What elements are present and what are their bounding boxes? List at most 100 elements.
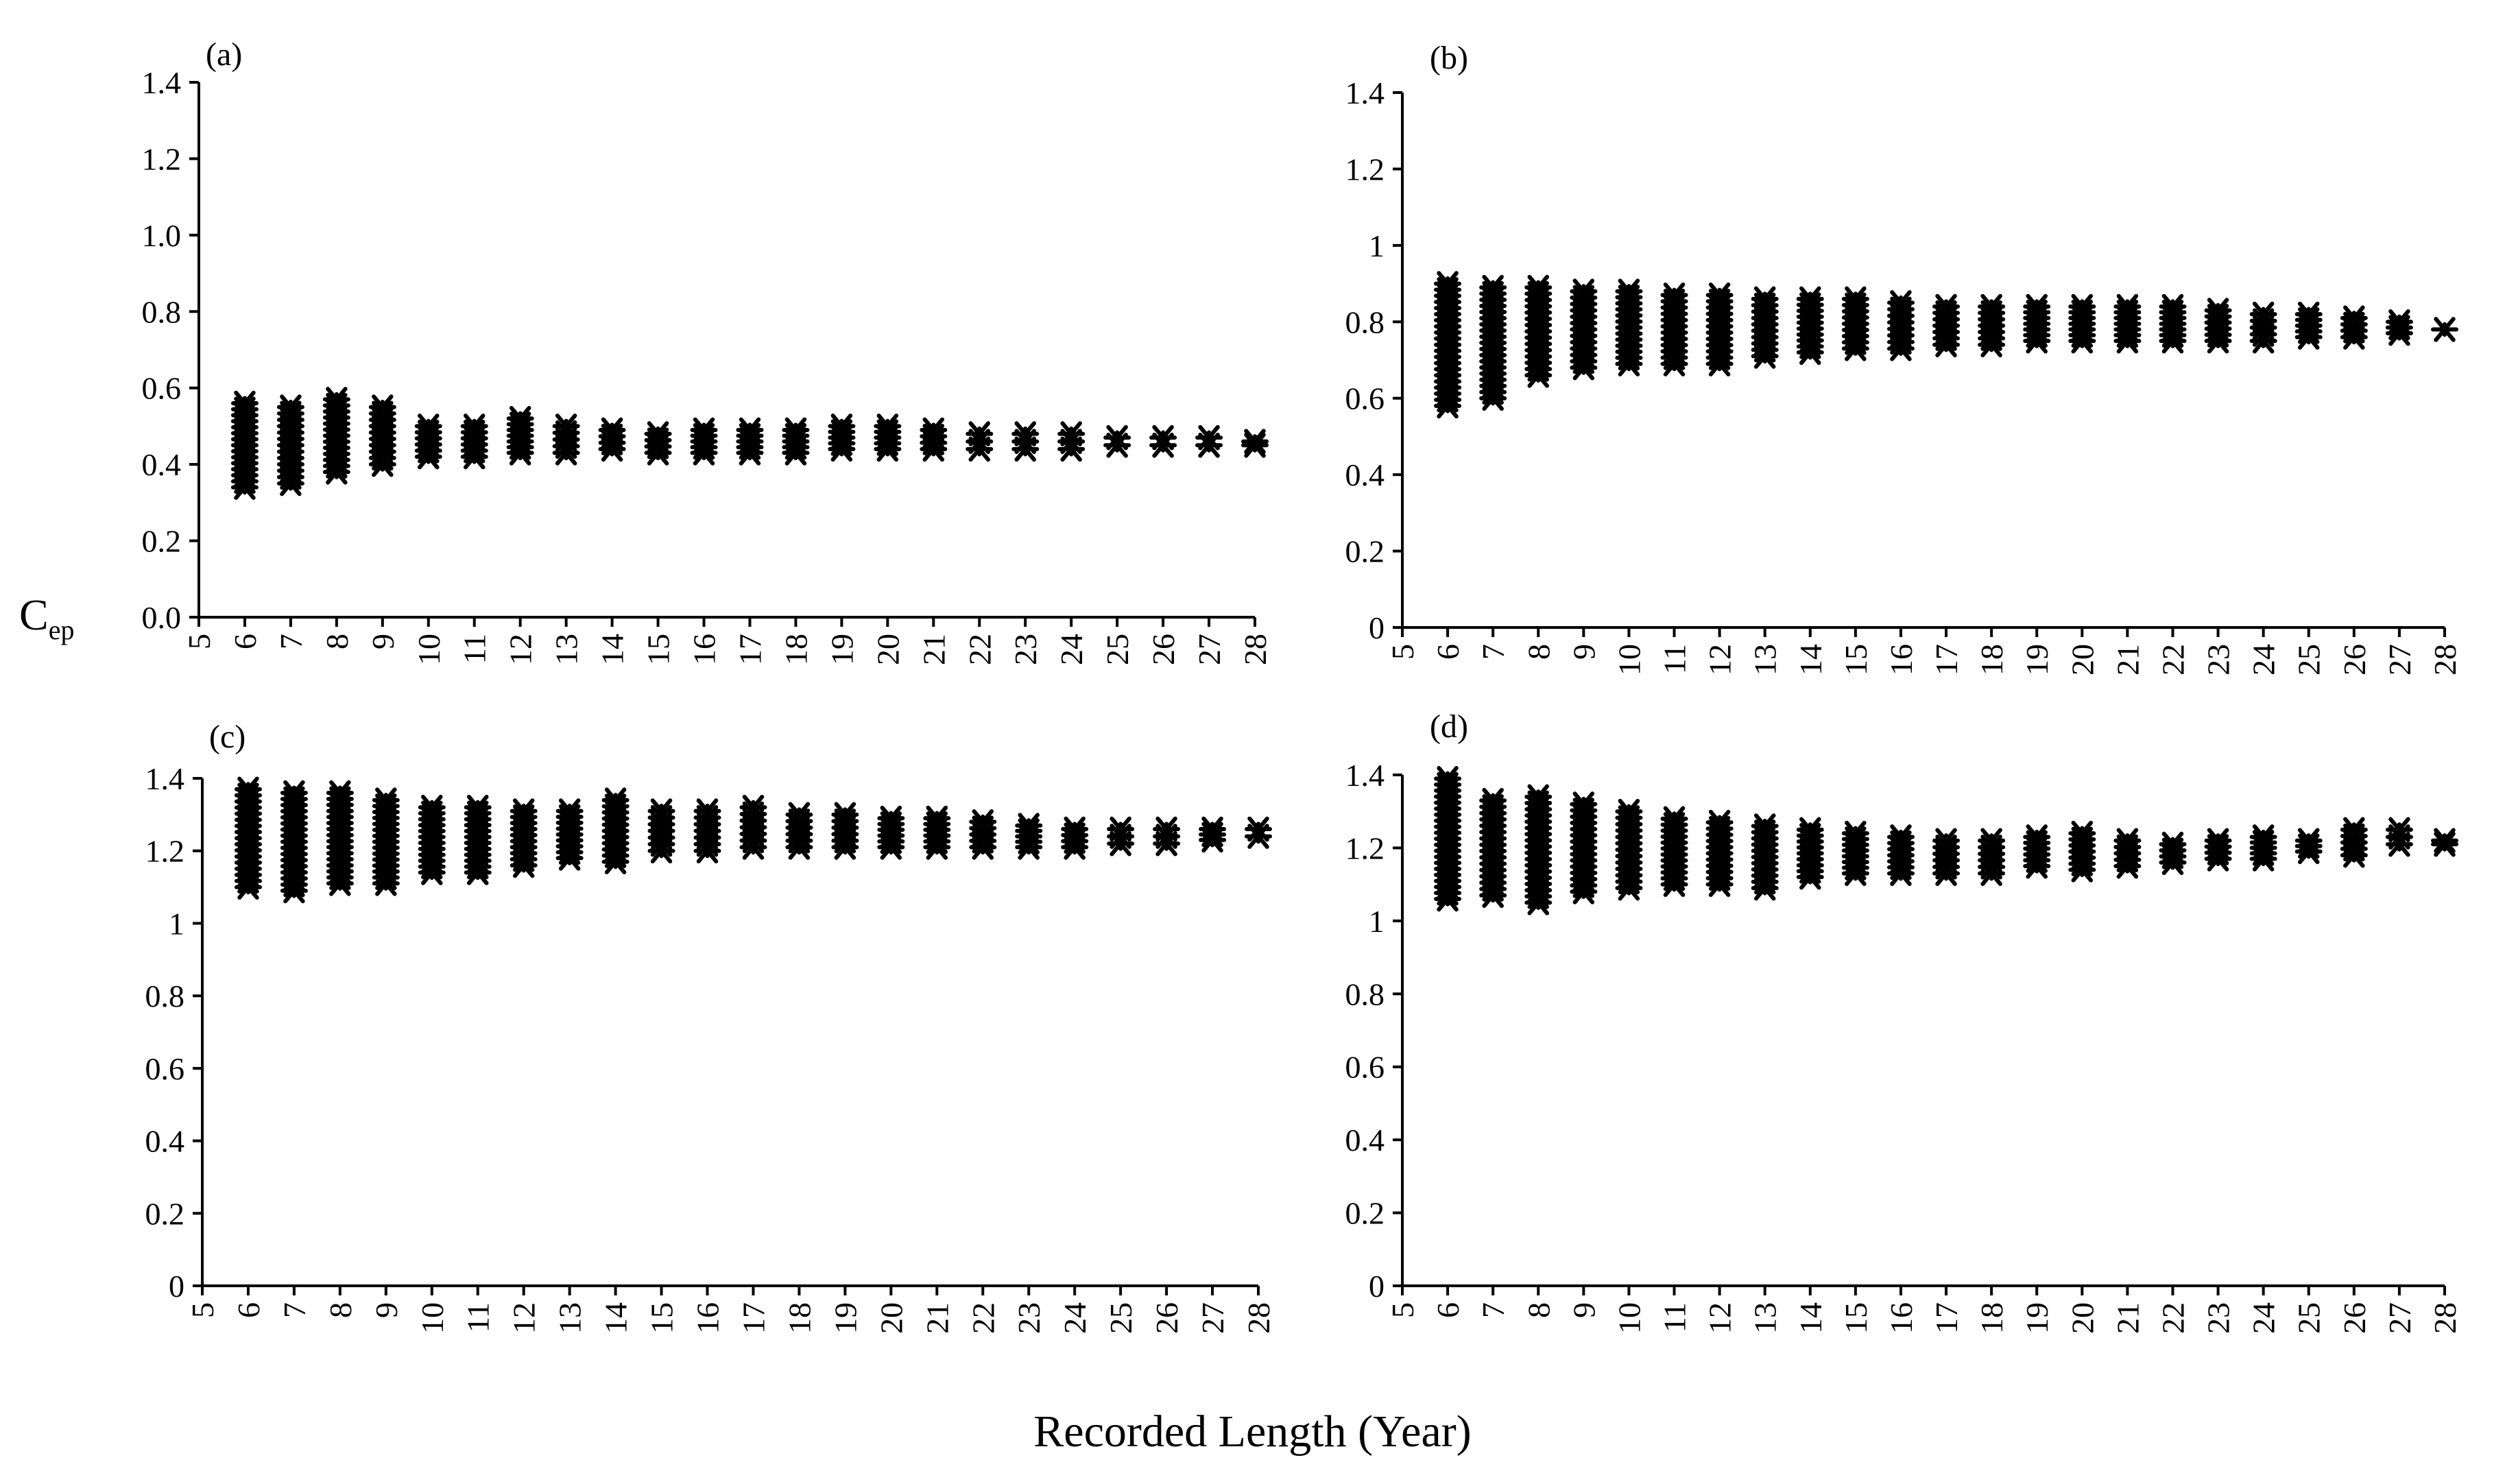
data-point bbox=[647, 798, 675, 824]
x-tick-label: 20 bbox=[2065, 644, 2100, 675]
y-tick-label: 0.2 bbox=[142, 524, 182, 559]
data-point bbox=[1751, 813, 1779, 839]
y-axis-label-subscript: ep bbox=[48, 614, 75, 645]
data-point bbox=[2249, 301, 2277, 327]
data-point bbox=[1796, 286, 1824, 312]
data-point bbox=[966, 436, 994, 462]
x-tick-label: 23 bbox=[2201, 1302, 2236, 1334]
x-tick-label: 21 bbox=[2110, 1302, 2145, 1334]
data-point bbox=[874, 414, 902, 439]
data-point bbox=[831, 802, 859, 828]
x-tick-label: 7 bbox=[1476, 644, 1511, 660]
y-tick-label: 0.8 bbox=[145, 979, 185, 1014]
y-tick-label: 0.8 bbox=[142, 294, 182, 329]
x-tick-label: 9 bbox=[365, 634, 400, 649]
y-tick-label: 1.2 bbox=[1345, 830, 1385, 865]
data-point bbox=[1841, 286, 1869, 312]
data-point bbox=[2023, 824, 2051, 850]
y-tick-label: 0.8 bbox=[1345, 977, 1385, 1012]
data-point bbox=[460, 414, 488, 439]
x-tick-label: 21 bbox=[920, 1302, 955, 1334]
data-point bbox=[1011, 429, 1040, 455]
x-tick-label: 19 bbox=[828, 1302, 863, 1334]
x-tick-label: 23 bbox=[1008, 634, 1043, 665]
data-point bbox=[1153, 816, 1181, 842]
y-tick-label: 0.6 bbox=[1345, 1050, 1385, 1085]
x-tick-label: 25 bbox=[2292, 644, 2327, 675]
x-tick-label: 17 bbox=[1929, 1302, 1964, 1334]
x-tick-label: 22 bbox=[966, 1302, 1000, 1334]
y-tick-label: 1.0 bbox=[142, 218, 182, 253]
x-tick-label: 9 bbox=[1566, 644, 1601, 660]
x-tick-label: 17 bbox=[1929, 644, 1964, 675]
x-axis-label: Recorded Length (Year) bbox=[1033, 1407, 1472, 1457]
data-point bbox=[1751, 286, 1779, 312]
data-point bbox=[2431, 317, 2458, 342]
x-tick-label: 22 bbox=[962, 634, 997, 665]
x-tick-label: 26 bbox=[2337, 1302, 2372, 1334]
x-tick-label: 26 bbox=[1146, 634, 1181, 665]
data-point bbox=[1107, 816, 1135, 842]
data-point bbox=[1841, 820, 1869, 846]
x-tick-label: 25 bbox=[1100, 634, 1135, 665]
data-point bbox=[1149, 424, 1177, 451]
data-point bbox=[2113, 828, 2142, 854]
data-point bbox=[1932, 828, 1961, 854]
x-tick-label: 5 bbox=[182, 634, 217, 649]
data-point bbox=[2068, 820, 2096, 846]
x-tick-label: 9 bbox=[1566, 1302, 1601, 1318]
data-point bbox=[2204, 828, 2232, 854]
x-tick-label: 23 bbox=[2201, 644, 2236, 675]
data-point bbox=[2249, 824, 2277, 850]
x-tick-label: 28 bbox=[1238, 634, 1273, 665]
x-tick-label: 28 bbox=[2428, 1302, 2462, 1334]
x-tick-label: 8 bbox=[1521, 1302, 1556, 1318]
x-tick-label: 24 bbox=[1054, 634, 1089, 665]
data-point bbox=[1886, 824, 1915, 850]
x-tick-label: 19 bbox=[2019, 644, 2054, 675]
data-point bbox=[2023, 294, 2051, 320]
x-tick-label: 17 bbox=[732, 634, 767, 665]
x-tick-label: 7 bbox=[274, 634, 309, 649]
x-tick-label: 15 bbox=[1838, 644, 1873, 675]
x-tick-label: 16 bbox=[1884, 644, 1919, 675]
x-tick-label: 10 bbox=[1611, 1302, 1646, 1334]
data-point bbox=[966, 429, 994, 455]
x-tick-label: 11 bbox=[461, 1302, 496, 1332]
data-point bbox=[693, 798, 721, 824]
data-point bbox=[1245, 816, 1272, 842]
x-tick-label: 22 bbox=[2155, 1302, 2190, 1334]
x-tick-label: 26 bbox=[2337, 644, 2372, 675]
data-point bbox=[2113, 294, 2142, 320]
x-tick-label: 27 bbox=[1192, 634, 1227, 665]
data-point bbox=[969, 809, 997, 835]
y-tick-label: 0.2 bbox=[1345, 534, 1385, 569]
data-point bbox=[1434, 766, 1462, 791]
y-axis-label-main: C bbox=[19, 590, 49, 639]
x-tick-label: 23 bbox=[1011, 1302, 1046, 1334]
x-tick-label: 13 bbox=[549, 634, 584, 665]
x-tick-label: 6 bbox=[1430, 644, 1465, 660]
y-axis-label: Cep bbox=[19, 590, 74, 646]
data-point bbox=[464, 794, 492, 820]
x-tick-label: 14 bbox=[599, 1302, 634, 1334]
data-point bbox=[1978, 828, 2006, 854]
x-tick-label: 18 bbox=[778, 634, 813, 665]
x-tick-label: 7 bbox=[277, 1302, 312, 1318]
x-tick-label: 15 bbox=[645, 1302, 680, 1334]
data-point bbox=[1057, 421, 1086, 446]
data-point bbox=[1057, 436, 1086, 462]
data-point bbox=[2431, 828, 2458, 854]
x-tick-label: 12 bbox=[503, 634, 538, 665]
y-tick-label: 1.4 bbox=[145, 761, 185, 796]
y-tick-label: 1.2 bbox=[1345, 152, 1385, 187]
y-tick-label: 0.4 bbox=[142, 447, 182, 482]
x-tick-label: 10 bbox=[411, 634, 446, 665]
data-point bbox=[2204, 298, 2232, 323]
data-point bbox=[1479, 787, 1507, 813]
y-tick-label: 0.4 bbox=[145, 1124, 185, 1159]
y-tick-label: 1 bbox=[1369, 228, 1385, 263]
x-tick-label: 24 bbox=[2246, 644, 2281, 675]
data-point bbox=[234, 776, 262, 802]
